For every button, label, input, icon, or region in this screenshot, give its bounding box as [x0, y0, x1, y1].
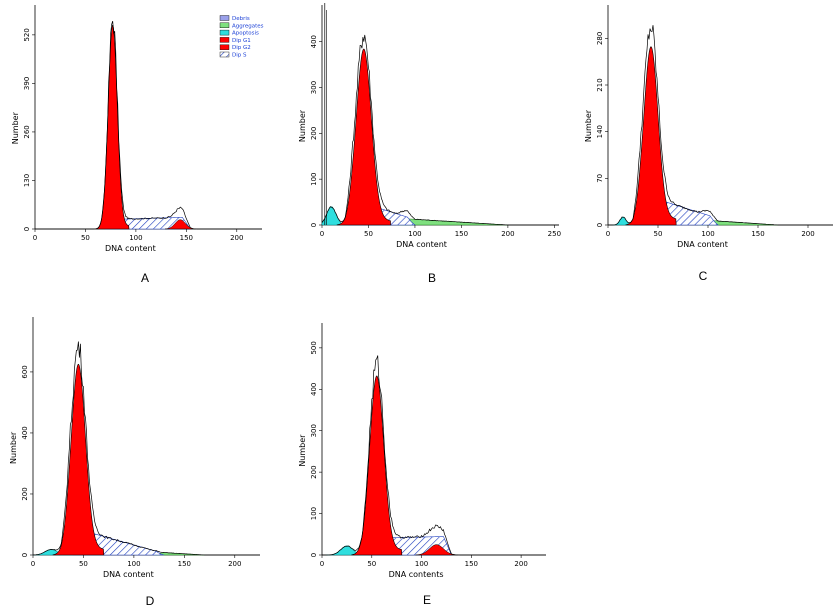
y-tick-label: 0 — [23, 227, 31, 231]
x-tick-label: 150 — [465, 560, 478, 568]
panel-label: E — [423, 593, 431, 607]
g1-peak — [336, 48, 391, 226]
x-tick-label: 0 — [33, 234, 37, 242]
measured-histogram — [608, 25, 833, 226]
x-axis-label: DNA content — [103, 570, 154, 579]
x-tick-label: 50 — [654, 230, 663, 238]
x-tick-label: 100 — [127, 560, 140, 568]
x-tick-label: 200 — [514, 560, 527, 568]
y-tick-label: 400 — [310, 383, 318, 396]
x-tick-label: 0 — [31, 560, 35, 568]
x-axis-label: DNA content — [105, 244, 156, 253]
x-axis-label: DNA content — [396, 240, 447, 249]
g1-peak — [52, 363, 105, 556]
legend-label: Dip G1 — [232, 38, 251, 44]
x-tick-label: 0 — [606, 230, 610, 238]
y-tick-label: 600 — [21, 365, 29, 378]
x-tick-label: 50 — [364, 230, 373, 238]
y-tick-label: 0 — [21, 553, 29, 557]
y-tick-label: 130 — [23, 174, 31, 187]
y-tick-label: 140 — [596, 125, 604, 138]
y-tick-label: 210 — [596, 78, 604, 91]
y-tick-label: 300 — [310, 424, 318, 437]
legend-label: Dip G2 — [232, 45, 251, 51]
x-tick-label: 200 — [501, 230, 514, 238]
x-tick-label: 100 — [701, 230, 714, 238]
panel-label: C — [699, 269, 708, 283]
panel-C: 0 50 100 150 200 0 70 140 210 280 DNA content Numbe… — [584, 5, 833, 283]
y-axis-label: Number — [9, 431, 18, 464]
x-tick-label: 0 — [320, 230, 324, 238]
y-axis-label: Number — [584, 109, 593, 142]
g1-peak — [625, 46, 677, 226]
panel-A: 0 50 100 150 200 0 130 260 390 520 DNA content Numb… — [11, 5, 262, 285]
x-tick-label: 50 — [367, 560, 376, 568]
y-tick-label: 280 — [596, 32, 604, 45]
y-tick-label: 500 — [310, 341, 318, 354]
panel-label: D — [146, 594, 155, 608]
x-axis-label: DNA contents — [389, 570, 444, 579]
x-tick-label: 200 — [230, 234, 243, 242]
measured-histogram — [321, 355, 546, 556]
y-tick-label: 300 — [310, 81, 318, 94]
legend-swatch — [219, 44, 230, 50]
x-tick-label: 50 — [81, 234, 90, 242]
x-tick-label: 150 — [178, 560, 191, 568]
y-tick-label: 200 — [310, 127, 318, 140]
x-tick-label: 100 — [129, 234, 142, 242]
y-tick-label: 400 — [21, 426, 29, 439]
y-tick-label: 0 — [310, 553, 318, 557]
y-tick-label: 520 — [23, 28, 31, 41]
y-tick-label: 0 — [310, 223, 318, 227]
y-axis-label: Number — [11, 111, 20, 144]
y-axis-label: Number — [298, 109, 307, 142]
y-tick-label: 70 — [596, 174, 604, 183]
measured-histogram — [35, 20, 262, 230]
y-tick-label: 100 — [310, 507, 318, 520]
y-tick-label: 100 — [310, 172, 318, 185]
x-axis-label: DNA content — [677, 240, 728, 249]
legend-swatch — [219, 29, 230, 36]
y-tick-label: 260 — [23, 125, 31, 138]
x-tick-label: 100 — [415, 560, 428, 568]
y-tick-label: 400 — [310, 35, 318, 48]
x-tick-label: 200 — [228, 560, 241, 568]
panel-E: 0 50 100 150 200 0 100 200 300 400 500 DNA contents… — [298, 323, 546, 607]
x-tick-label: 0 — [320, 560, 324, 568]
g1-peak — [351, 375, 403, 556]
x-tick-label: 150 — [455, 230, 468, 238]
y-tick-label: 200 — [21, 487, 29, 500]
panel-B: 0 50 100 150 200 250 0 100 200 300 400 DNA content N… — [298, 3, 561, 285]
x-tick-label: 200 — [801, 230, 814, 238]
x-tick-label: 150 — [751, 230, 764, 238]
y-tick-label: 0 — [596, 223, 604, 227]
g1-peak — [96, 24, 130, 230]
panel-label: B — [428, 271, 436, 285]
legend-label: Dip S — [232, 53, 247, 59]
legend-label: Apoptosis — [232, 31, 259, 37]
legend-swatch — [219, 15, 230, 21]
legend-label: Debris — [232, 16, 250, 22]
legend-swatch — [219, 51, 230, 58]
measured-histogram — [32, 341, 260, 556]
panel-D: 0 50 100 150 200 0 200 400 600 DNA content Number D — [9, 317, 260, 608]
panel-label: A — [141, 271, 149, 285]
legend-swatch — [219, 37, 230, 43]
legend-swatch — [219, 22, 230, 28]
legend-label: Aggregates — [232, 23, 264, 29]
x-tick-label: 150 — [180, 234, 193, 242]
x-tick-label: 250 — [548, 230, 561, 238]
y-tick-label: 390 — [23, 77, 31, 90]
x-tick-label: 50 — [79, 560, 88, 568]
x-tick-label: 100 — [408, 230, 421, 238]
measured-histogram — [321, 34, 559, 226]
y-tick-label: 200 — [310, 465, 318, 478]
y-axis-label: Number — [298, 434, 307, 467]
